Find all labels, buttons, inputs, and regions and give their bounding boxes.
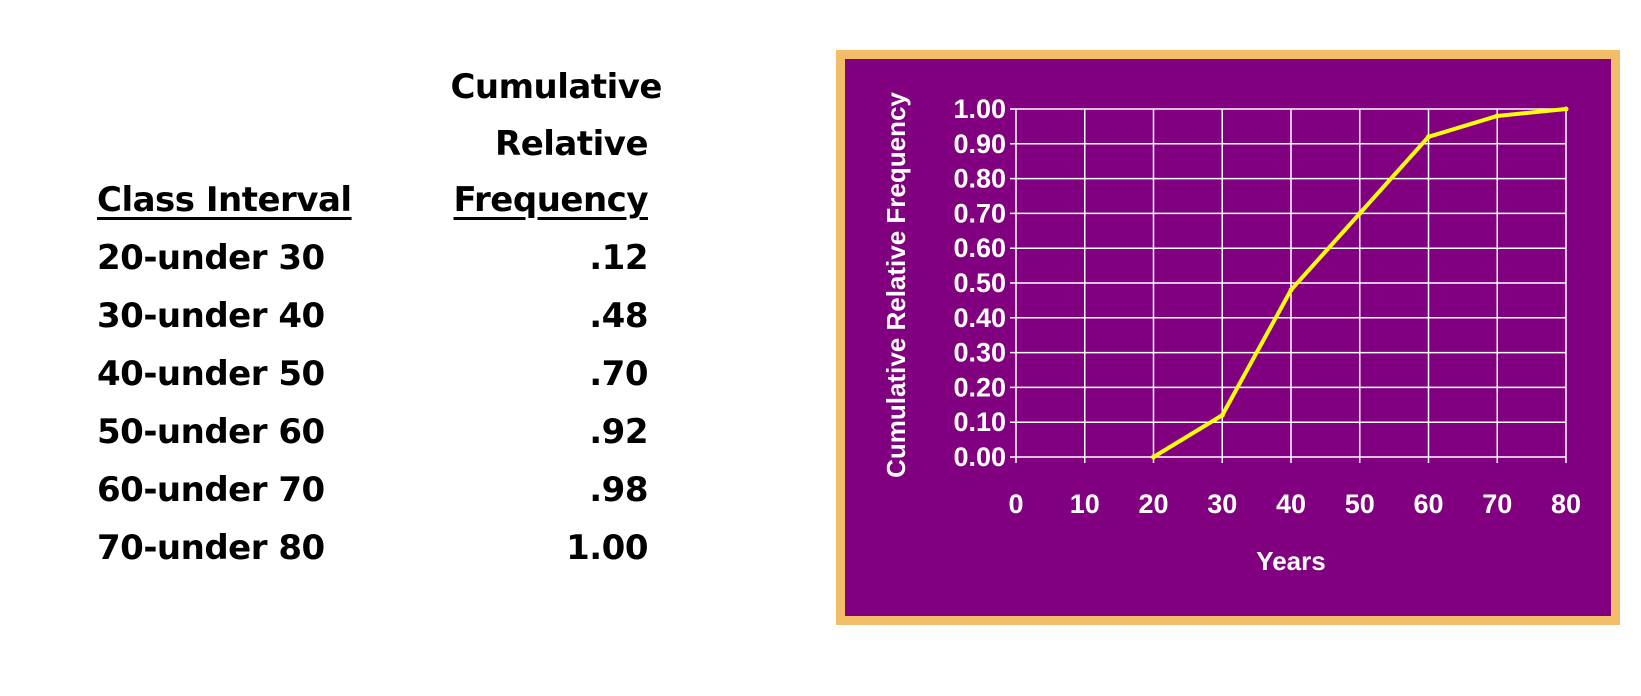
y-axis-title: Cumulative Relative Frequency [881, 92, 911, 478]
table-row-value: .92 [589, 412, 648, 452]
x-tick-label: 30 [1207, 489, 1237, 519]
data-point [1219, 412, 1225, 418]
table-row-label: 50-under 60 [97, 412, 325, 452]
y-tick-label: 0.30 [953, 338, 1006, 368]
data-point [1426, 134, 1431, 140]
x-tick-label: 60 [1413, 489, 1443, 519]
header-frequency: Frequency [453, 180, 648, 220]
y-tick-label: 0.10 [953, 407, 1006, 437]
table-row-label: 40-under 50 [97, 354, 325, 394]
x-tick-label: 80 [1551, 489, 1581, 519]
x-axis-title: Years [1256, 546, 1325, 576]
data-point [1494, 113, 1500, 119]
table-row-value: .12 [589, 238, 648, 278]
y-tick-label: 1.00 [953, 94, 1006, 124]
header-class-interval: Class Interval [97, 180, 352, 220]
header-relative: Relative [495, 124, 648, 164]
y-tick-label: 0.00 [953, 442, 1006, 472]
y-tick-label: 0.40 [953, 303, 1006, 333]
x-tick-label: 10 [1070, 489, 1100, 519]
table-row-label: 70-under 80 [97, 528, 325, 568]
x-tick-label: 20 [1138, 489, 1168, 519]
data-point [1151, 454, 1156, 460]
y-tick-label: 0.70 [953, 198, 1006, 228]
x-tick-label: 0 [1008, 489, 1023, 519]
chart-frame [836, 50, 1620, 625]
table-row-value: .70 [589, 354, 648, 394]
x-tick-label: 70 [1482, 489, 1512, 519]
x-tick-label: 40 [1276, 489, 1306, 519]
y-tick-label: 0.50 [953, 268, 1006, 298]
data-point [1357, 210, 1363, 216]
y-tick-label: 0.60 [953, 233, 1006, 263]
table-row-label: 20-under 30 [97, 238, 325, 278]
table-row-label: 60-under 70 [97, 470, 325, 510]
x-tick-label: 50 [1345, 489, 1375, 519]
table-row-value: .98 [589, 470, 648, 510]
data-point [1288, 287, 1294, 293]
y-tick-label: 0.20 [953, 372, 1006, 402]
data-point [1563, 106, 1569, 112]
header-cumulative: Cumulative [450, 67, 662, 107]
y-tick-label: 0.90 [953, 129, 1006, 159]
frequency-table: Cumulative Relative Class Interval Frequ… [0, 0, 760, 696]
table-row-value: .48 [589, 296, 648, 336]
y-tick-label: 0.80 [953, 164, 1006, 194]
table-row-value: 1.00 [566, 528, 648, 568]
table-row-label: 30-under 40 [97, 296, 325, 336]
